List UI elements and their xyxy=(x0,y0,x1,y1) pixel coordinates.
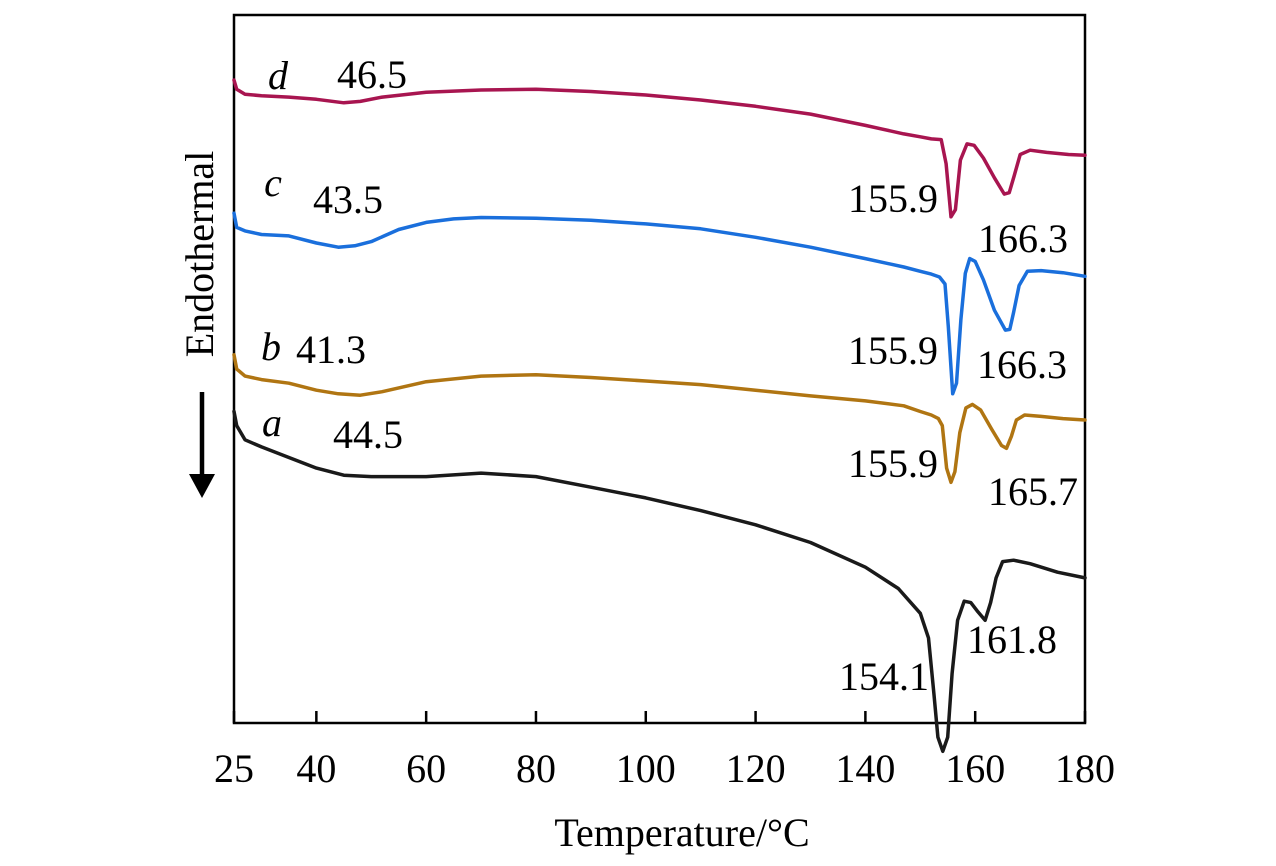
x-axis-ticks: 25 40 60 80 100 120 140 160 180 xyxy=(214,711,1115,791)
peak-label-b-1: 155.9 xyxy=(848,441,938,486)
endothermal-arrow-icon xyxy=(189,392,215,498)
x-tick-label: 160 xyxy=(945,746,1005,791)
x-tick-label: 80 xyxy=(516,746,556,791)
annotations: a 44.5 154.1 161.8 b 41.3 155.9 165.7 c 43.5 155.9… xyxy=(261,52,1078,699)
x-tick-label: 120 xyxy=(726,746,786,791)
plot-frame xyxy=(232,13,1087,725)
x-tick-label: 180 xyxy=(1055,746,1115,791)
x-tick-label: 25 xyxy=(214,746,254,791)
curve-label-b: b xyxy=(261,324,281,369)
peak-label-b-2: 165.7 xyxy=(988,469,1078,514)
glass-transition-label-d: 46.5 xyxy=(337,52,407,97)
glass-transition-label-c: 43.5 xyxy=(313,177,383,222)
curves xyxy=(232,78,1087,754)
curve-d xyxy=(232,78,1087,219)
curve-label-d: d xyxy=(268,53,289,98)
peak-label-c-2: 166.3 xyxy=(977,342,1067,387)
x-axis-title: Temperature/°C xyxy=(554,810,809,855)
x-tick-label: 140 xyxy=(835,746,895,791)
peak-label-a-2: 161.8 xyxy=(967,617,1057,662)
curve-label-a: a xyxy=(262,400,282,445)
curve-label-c: c xyxy=(264,160,282,205)
curve-c xyxy=(232,211,1087,396)
peak-label-d-2: 166.3 xyxy=(978,216,1068,261)
glass-transition-label-a: 44.5 xyxy=(333,412,403,457)
curve-b xyxy=(232,353,1087,485)
peak-label-d-1: 155.9 xyxy=(848,176,938,221)
x-tick-label: 60 xyxy=(406,746,446,791)
glass-transition-label-b: 41.3 xyxy=(296,327,366,372)
y-axis-title: Endothermal xyxy=(177,151,222,358)
curve-a xyxy=(232,409,1087,754)
x-tick-label: 100 xyxy=(616,746,676,791)
peak-label-c-1: 155.9 xyxy=(848,328,938,373)
x-tick-label: 40 xyxy=(296,746,336,791)
peak-label-a-1: 154.1 xyxy=(839,654,929,699)
